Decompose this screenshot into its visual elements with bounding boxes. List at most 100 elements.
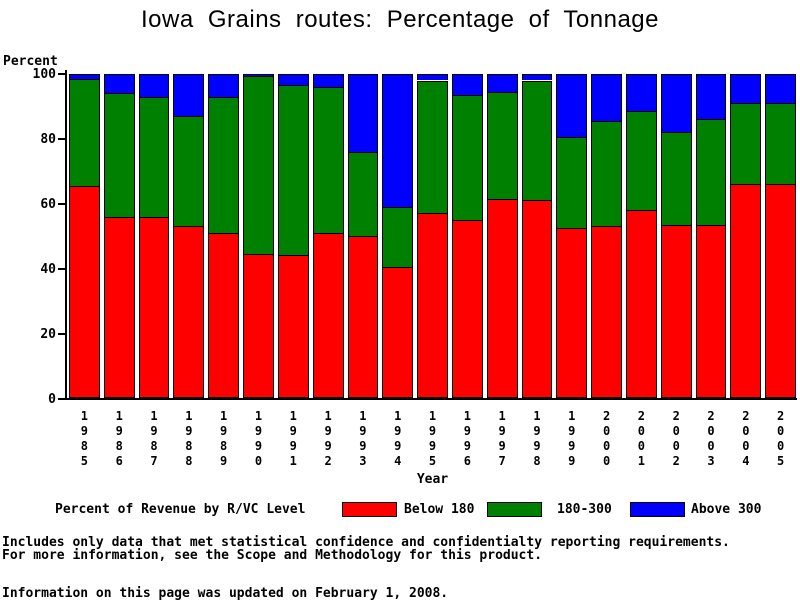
bar-segment-below-180 [173,226,205,398]
year-digit: 1 [115,409,123,423]
year-digit: 1 [637,454,646,468]
year-digit: 7 [150,454,158,468]
year-digit: 1 [568,409,576,423]
year-digit: 0 [742,439,750,453]
bar-segment-above-300 [382,74,414,207]
year-digit: 9 [463,439,471,453]
year-digit: 1 [428,409,437,423]
year-digit: 2 [707,409,715,423]
bar-1995 [417,74,448,398]
bar-segment-below-180 [451,219,483,398]
y-tick-label-80: 80 [40,132,56,147]
bar-segment-below-180 [695,224,727,398]
bar-1986 [103,74,135,398]
bar-segment-above-300 [347,74,379,152]
bar-2001 [626,74,657,398]
year-digit: 4 [742,454,750,468]
x-axis-title: Year [416,472,449,487]
x-axis-line [65,398,797,400]
bar-segment-below-180 [486,198,518,398]
bar-1998 [521,74,553,398]
year-digit: 8 [185,454,193,468]
bar-segment-below-180 [556,227,588,398]
bar-segment-180-300 [660,132,692,225]
year-digit: 9 [254,439,263,453]
year-digit: 9 [359,424,367,438]
bar-segment-180-300 [417,80,448,214]
year-digit: 9 [568,424,576,438]
footnote-line-1: Includes only data that met statistical … [2,535,730,550]
bar-segment-above-300 [695,74,727,120]
year-digit: 1 [254,409,263,423]
bar-segment-below-180 [417,213,448,398]
year-digit: 9 [463,424,471,438]
year-digit: 9 [254,424,263,438]
year-digit: 9 [533,439,541,453]
year-digit: 0 [777,439,785,453]
bar-segment-below-180 [312,232,344,398]
year-digit: 9 [80,424,89,438]
year-digit: 5 [777,454,785,468]
year-digit: 0 [602,424,611,438]
bar-segment-above-300 [173,74,205,117]
bar-segment-below-180 [69,185,100,398]
year-digit: 8 [533,454,541,468]
year-digit: 2 [602,409,611,423]
year-digit: 8 [185,439,193,453]
year-digit: 9 [220,424,228,438]
year-digit: 9 [498,424,506,438]
year-digit: 9 [533,424,541,438]
page-title: Iowa Grains routes: Percentage of Tonnag… [140,6,659,33]
y-tick-label-60: 60 [40,197,56,212]
bar-segment-180-300 [103,93,135,217]
year-digit: 0 [707,439,715,453]
y-tick-label-0: 0 [48,392,56,407]
y-tick-mark [58,73,65,75]
year-digit: 1 [533,409,541,423]
bar-segment-above-300 [69,74,100,79]
year-digit: 1 [289,454,297,468]
bar-segment-180-300 [312,86,344,233]
year-digit: 1 [80,409,89,423]
year-digit: 9 [324,424,332,438]
year-digit: 8 [80,439,89,453]
year-digit: 9 [568,454,576,468]
legend-swatch-180-300 [487,502,542,517]
bar-segment-180-300 [451,95,483,220]
y-tick-label-20: 20 [40,327,56,342]
year-digit: 9 [289,424,297,438]
y-tick-label-40: 40 [40,262,56,277]
bar-segment-below-180 [730,184,762,398]
year-digit: 1 [359,409,367,423]
bar-segment-180-300 [243,75,274,254]
y-tick-mark [58,333,65,335]
bar-1994 [382,74,414,398]
bar-1992 [312,74,344,398]
year-digit: 1 [498,409,506,423]
bar-segment-above-300 [730,74,762,104]
legend-label-180-300: 180-300 [557,502,612,517]
legend-label-below-180: Below 180 [404,502,475,517]
bar-segment-below-180 [382,266,414,398]
bar-segment-above-300 [243,74,274,76]
year-digit: 1 [394,409,402,423]
year-digit: 0 [672,439,680,453]
bar-segment-180-300 [208,96,240,233]
year-digit: 9 [498,439,506,453]
bar-segment-above-300 [486,74,518,92]
year-digit: 0 [707,424,715,438]
bar-segment-below-180 [626,210,657,398]
